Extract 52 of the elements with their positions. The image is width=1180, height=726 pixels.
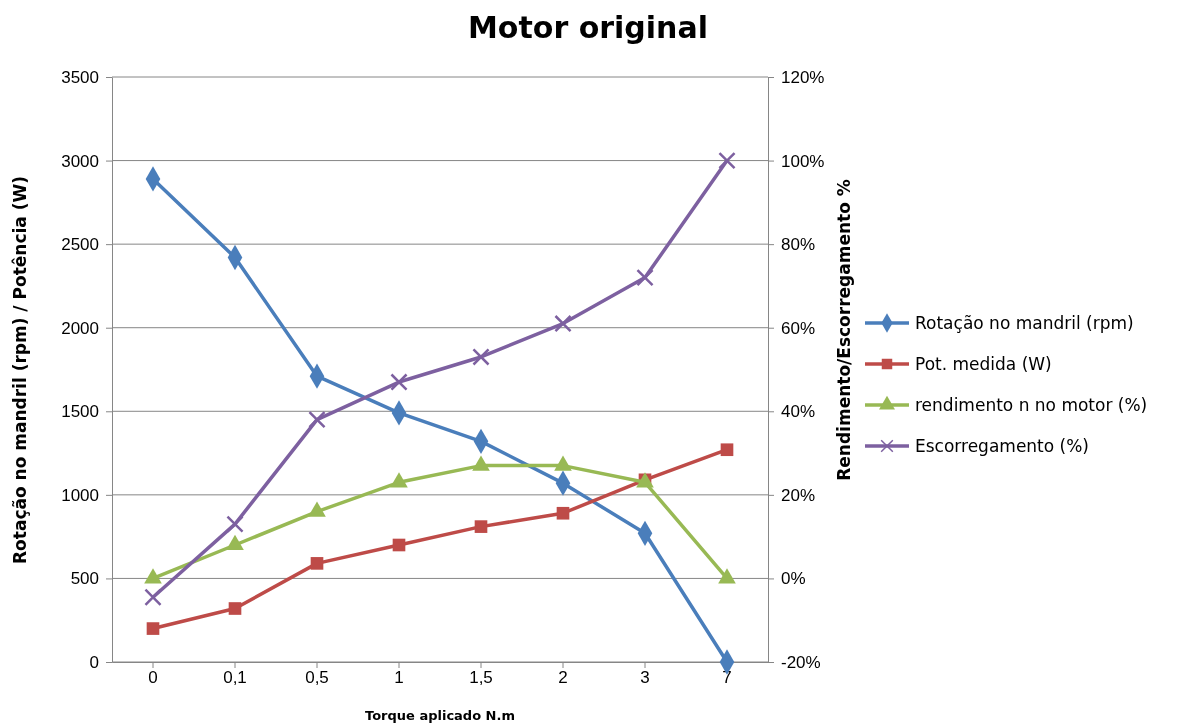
y-tick-label: 0 — [89, 652, 99, 672]
point — [636, 268, 654, 287]
point — [308, 410, 326, 429]
point — [392, 538, 406, 552]
x-tick-label: 1 — [394, 668, 404, 688]
y2-tick-label: -20% — [781, 652, 821, 672]
chart-title: Motor original — [468, 10, 708, 45]
x-axis-title: Torque aplicado N.m — [365, 708, 515, 723]
point — [472, 348, 490, 366]
x-tick-label: 1,5 — [469, 668, 493, 688]
x-tick-label: 2 — [558, 668, 568, 688]
y2-tick-label: 60% — [781, 318, 816, 338]
legend-label: rendimento n no motor (%) — [915, 395, 1148, 415]
y2-tick-label: 100% — [781, 151, 825, 171]
y-axis-title: Rotação no mandril (rpm) / Potência (W) — [10, 176, 30, 564]
y-tick-label: 1000 — [61, 485, 99, 505]
point — [228, 602, 242, 615]
point — [144, 568, 162, 584]
point — [720, 443, 734, 457]
y2-tick-label: 120% — [781, 67, 825, 87]
y2-axis-title: Rendimento/Escorregamento % — [834, 179, 854, 481]
x-tick-label: 0,5 — [305, 668, 329, 688]
y-tick-label: 3500 — [61, 67, 99, 87]
x-tick-label: 3 — [640, 668, 650, 688]
point — [390, 373, 408, 391]
x-tick-label: 0,1 — [223, 668, 247, 688]
point — [718, 568, 736, 584]
point — [310, 557, 324, 570]
point — [554, 314, 572, 333]
y-tick-label: 2500 — [61, 235, 99, 255]
point — [474, 520, 488, 533]
y-tick-label: 500 — [70, 569, 99, 589]
point — [556, 506, 570, 520]
point — [472, 455, 490, 471]
y-tick-label: 2000 — [61, 318, 99, 338]
point — [390, 472, 408, 488]
point — [146, 622, 160, 635]
legend-label: Pot. medida (W) — [915, 354, 1052, 374]
y-tick-label: 1500 — [61, 402, 99, 422]
point — [308, 501, 326, 517]
point — [226, 515, 244, 533]
legend-label: Escorregamento (%) — [915, 436, 1090, 456]
y2-tick-label: 40% — [781, 402, 816, 422]
y2-tick-label: 20% — [781, 485, 816, 505]
x-tick-label: 0 — [148, 668, 158, 688]
point — [718, 151, 736, 170]
y2-tick-label: 80% — [781, 235, 816, 255]
point — [226, 534, 244, 551]
legend-label: Rotação no mandril (rpm) — [915, 313, 1134, 333]
point — [554, 455, 572, 471]
y2-tick-label: 0% — [781, 569, 806, 589]
y-tick-label: 3000 — [61, 151, 99, 171]
